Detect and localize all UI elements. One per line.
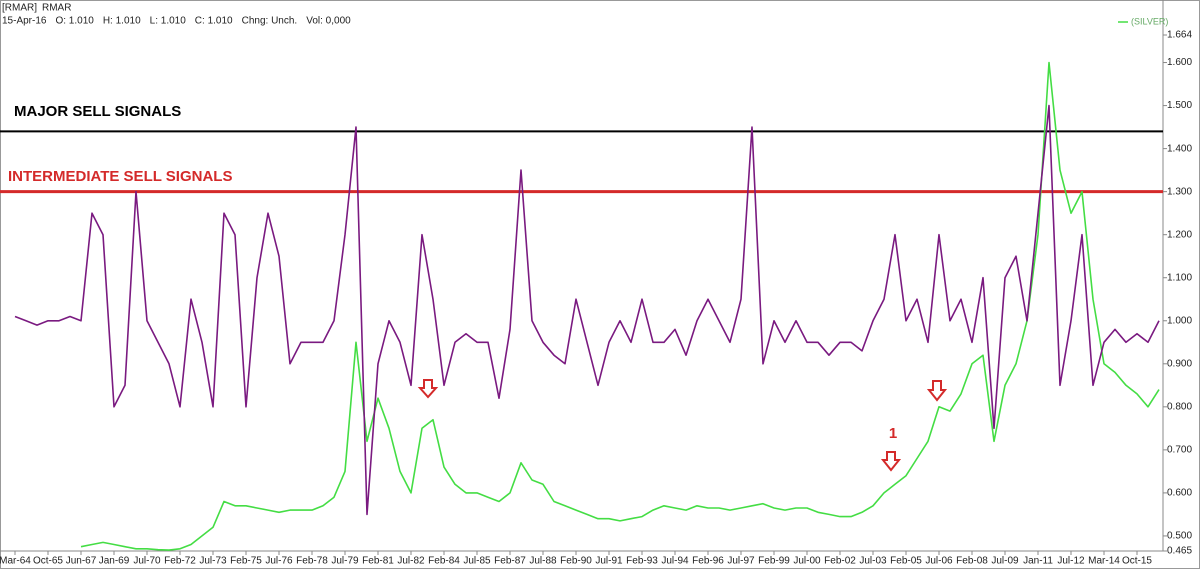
y-tick-label: 1.664: [1167, 30, 1192, 41]
y-tick-label: 1.200: [1167, 229, 1192, 240]
x-tick-label: Jul-09: [991, 556, 1019, 567]
x-tick-label: Feb-72: [164, 556, 196, 567]
x-tick-label: Jul-06: [925, 556, 953, 567]
chart-title: [RMAR]: [2, 3, 37, 14]
y-tick-label: 0.465: [1167, 546, 1192, 557]
y-tick-label: 0.900: [1167, 358, 1192, 369]
x-tick-label: Jul-91: [595, 556, 623, 567]
series-name: RMAR: [42, 3, 71, 14]
y-tick-label: 1.600: [1167, 57, 1192, 68]
y-tick-label: 0.500: [1167, 531, 1192, 542]
quote-item: Chng: Unch.: [242, 16, 298, 27]
y-tick-label: 0.600: [1167, 488, 1192, 499]
x-tick-label: Feb-02: [824, 556, 856, 567]
x-tick-label: Feb-75: [230, 556, 262, 567]
x-tick-label: Feb-05: [890, 556, 922, 567]
y-tick-label: 0.800: [1167, 401, 1192, 412]
annotation: 1: [889, 425, 897, 442]
quote-item: L: 1.010: [150, 16, 187, 27]
x-tick-label: Feb-08: [956, 556, 988, 567]
x-tick-label: Mar-64: [0, 556, 31, 567]
x-tick-label: Feb-84: [428, 556, 460, 567]
y-tick-label: 1.500: [1167, 100, 1192, 111]
quote-line: 15-Apr-16 O: 1.010 H: 1.010 L: 1.010 C: 1.01…: [2, 16, 351, 27]
x-tick-label: Feb-78: [296, 556, 328, 567]
x-tick-label: Jul-94: [661, 556, 689, 567]
y-tick-label: 1.300: [1167, 186, 1192, 197]
plot: [0, 61, 1163, 551]
x-tick-label: Mar-14: [1088, 556, 1120, 567]
y-tick-label: 0.700: [1167, 445, 1192, 456]
quote-item: O: 1.010: [55, 16, 94, 27]
x-tick-label: Jul-85: [463, 556, 491, 567]
arrow: [417, 379, 439, 399]
arrow: [926, 380, 948, 402]
x-tick-label: Jul-70: [133, 556, 161, 567]
x-tick-label: Feb-90: [560, 556, 592, 567]
x-tick-label: Jan-11: [1023, 556, 1053, 567]
reference-label: INTERMEDIATE SELL SIGNALS: [8, 168, 232, 185]
y-tick-label: 1.000: [1167, 315, 1192, 326]
x-tick-label: Jul-88: [529, 556, 557, 567]
x-tick-label: Jan-69: [99, 556, 130, 567]
y-tick-label: 1.100: [1167, 272, 1192, 283]
x-tick-label: Feb-96: [692, 556, 724, 567]
series-line: [80, 61, 1160, 551]
x-tick-label: Jul-12: [1057, 556, 1085, 567]
quote-item: H: 1.010: [103, 16, 141, 27]
x-tick-label: Oct-65: [33, 556, 63, 567]
legend-label: (SILVER): [1131, 16, 1168, 26]
x-tick-label: Jul-00: [793, 556, 821, 567]
quote-item: Vol: 0,000: [306, 16, 351, 27]
x-tick-label: Jul-97: [727, 556, 755, 567]
x-tick-label: Oct-15: [1122, 556, 1152, 567]
x-tick-label: Jul-03: [859, 556, 887, 567]
quote-item: C: 1.010: [195, 16, 233, 27]
reference-label: MAJOR SELL SIGNALS: [14, 103, 181, 120]
x-tick-label: Jul-79: [331, 556, 359, 567]
x-tick-label: Feb-87: [494, 556, 526, 567]
x-tick-label: Jul-82: [397, 556, 425, 567]
series-line: [14, 104, 1160, 516]
x-tick-label: Feb-81: [362, 556, 394, 567]
x-tick-label: Feb-99: [758, 556, 790, 567]
x-tick-label: Jun-67: [66, 556, 97, 567]
y-tick-label: 1.400: [1167, 143, 1192, 154]
quote-item: 15-Apr-16: [2, 16, 47, 27]
x-tick-label: Jul-76: [265, 556, 293, 567]
arrow: [880, 451, 902, 472]
x-tick-label: Jul-73: [199, 556, 227, 567]
x-tick-label: Feb-93: [626, 556, 658, 567]
